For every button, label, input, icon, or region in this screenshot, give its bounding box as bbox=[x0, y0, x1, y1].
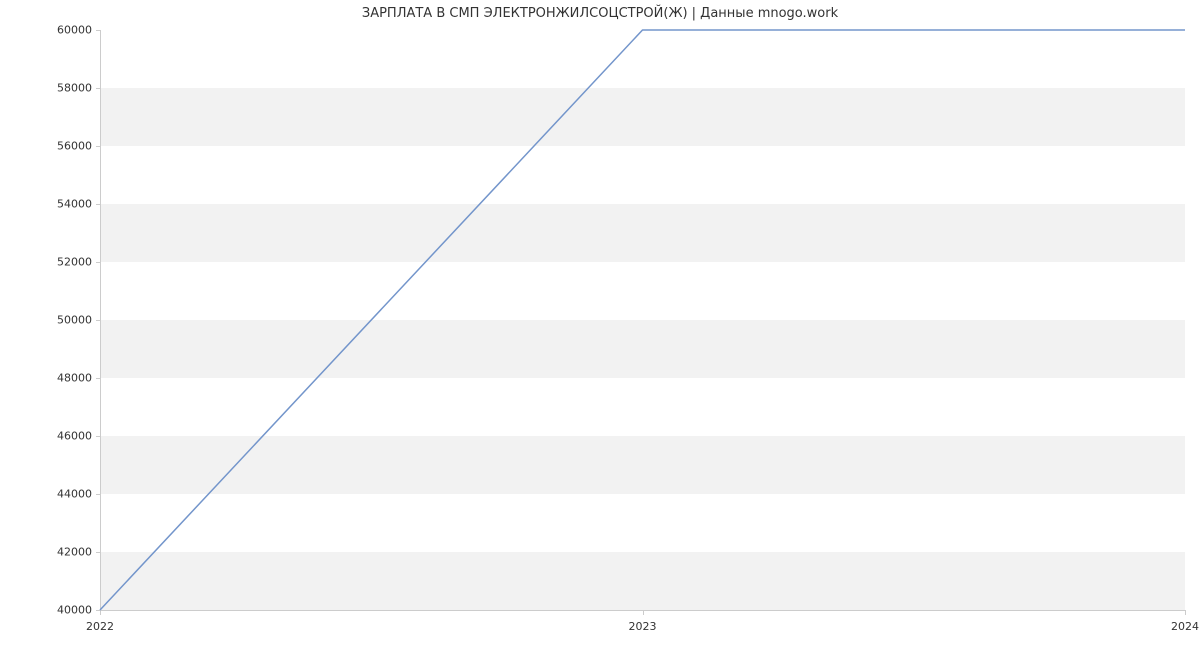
data-series bbox=[100, 30, 1185, 610]
x-tick-label: 2022 bbox=[86, 620, 114, 633]
plot-area: 4000042000440004600048000500005200054000… bbox=[100, 30, 1185, 610]
y-tick-label: 48000 bbox=[57, 372, 92, 385]
y-tick-label: 56000 bbox=[57, 140, 92, 153]
y-tick-label: 40000 bbox=[57, 604, 92, 617]
x-tick-label: 2024 bbox=[1171, 620, 1199, 633]
y-tick-label: 46000 bbox=[57, 430, 92, 443]
y-tick-label: 54000 bbox=[57, 198, 92, 211]
y-tick-label: 50000 bbox=[57, 314, 92, 327]
y-tick-label: 52000 bbox=[57, 256, 92, 269]
x-tick-label: 2023 bbox=[629, 620, 657, 633]
y-tick-label: 60000 bbox=[57, 24, 92, 37]
series-line-salary bbox=[100, 30, 1185, 610]
y-tick-label: 44000 bbox=[57, 488, 92, 501]
x-axis-line bbox=[100, 610, 1185, 611]
chart-title: ЗАРПЛАТА В СМП ЭЛЕКТРОНЖИЛСОЦСТРОЙ(Ж) | … bbox=[0, 6, 1200, 21]
x-tick-mark bbox=[1185, 610, 1186, 615]
y-tick-label: 42000 bbox=[57, 546, 92, 559]
y-tick-label: 58000 bbox=[57, 82, 92, 95]
salary-line-chart: ЗАРПЛАТА В СМП ЭЛЕКТРОНЖИЛСОЦСТРОЙ(Ж) | … bbox=[0, 0, 1200, 650]
